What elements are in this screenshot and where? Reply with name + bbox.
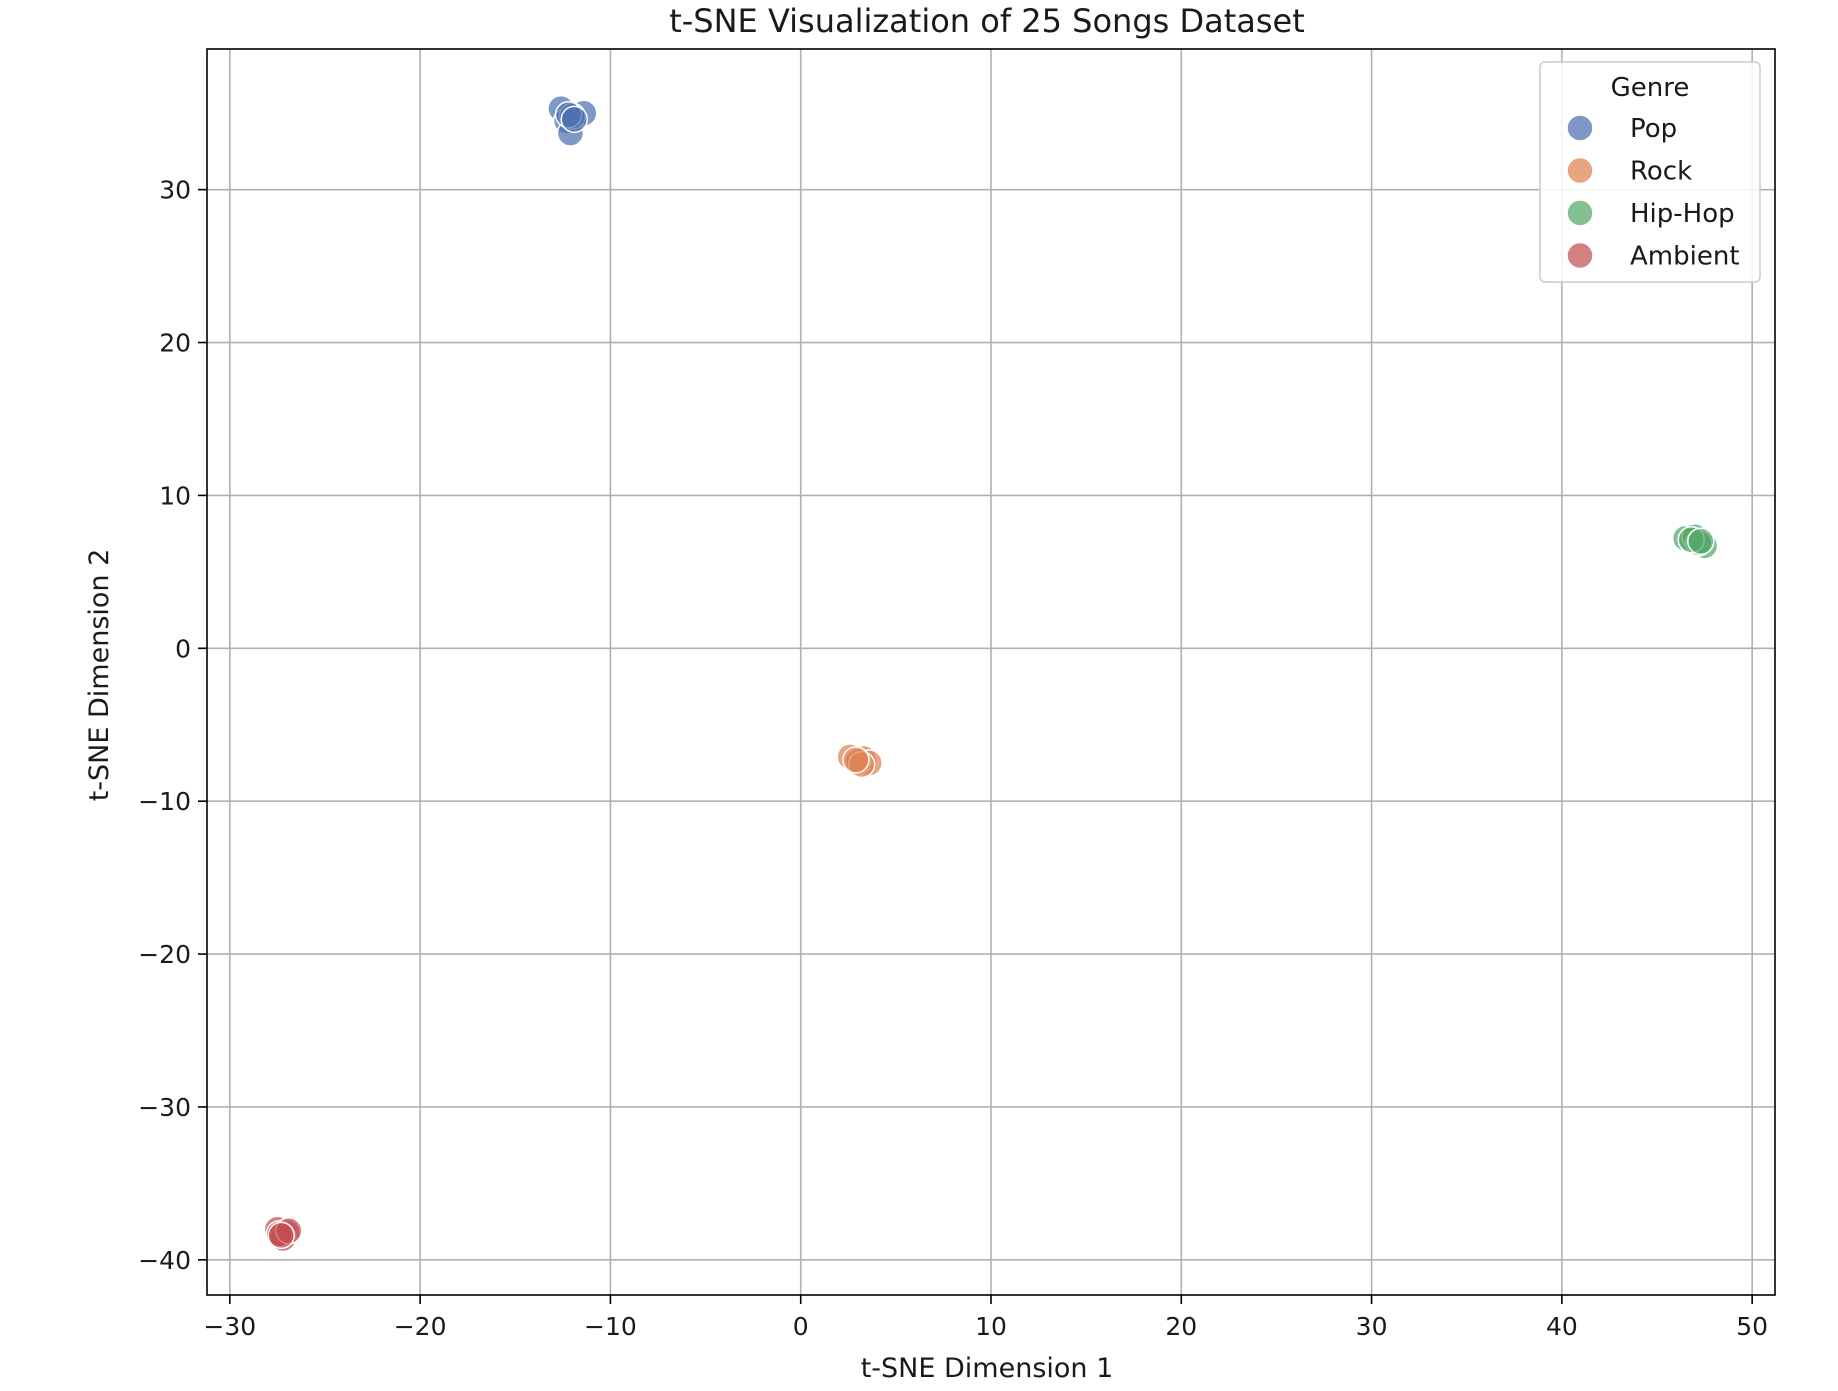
data-point-hip-hop [1687, 527, 1715, 556]
chart-title: t-SNE Visualization of 25 Songs Dataset [669, 2, 1305, 40]
legend-marker-ambient [1566, 241, 1594, 270]
legend-title: Genre [1611, 73, 1690, 103]
x-tick-label: −10 [584, 1312, 637, 1341]
legend-label-rock: Rock [1630, 157, 1692, 187]
y-tick-label: −20 [138, 940, 191, 969]
legend-marker-pop [1566, 114, 1594, 142]
y-tick-label: −40 [138, 1246, 191, 1275]
x-tick-label: 30 [1356, 1312, 1388, 1341]
legend: Genre Pop Rock Hip-Hop Ambient [1539, 61, 1761, 283]
legend-label-ambient: Ambient [1630, 242, 1740, 272]
legend-marker-rock [1566, 156, 1594, 185]
data-points [263, 94, 1719, 1253]
y-tick-label: 20 [159, 329, 191, 358]
axis-ticks: −30 −20 −10 0 10 20 30 40 50 −40 −30 −20 −10 0 10 20 30 [138, 176, 1768, 1341]
y-tick-label: −10 [138, 787, 191, 816]
data-point-pop [560, 105, 589, 134]
legend-items: Pop Rock Hip-Hop Ambient [1566, 114, 1740, 272]
y-tick-label: −30 [138, 1093, 191, 1122]
legend-frame [1539, 61, 1761, 283]
x-tick-label: 10 [975, 1312, 1007, 1341]
legend-label-pop: Pop [1630, 114, 1677, 144]
x-tick-label: −30 [203, 1312, 256, 1341]
x-axis-label: t-SNE Dimension 1 [861, 1353, 1114, 1384]
legend-marker-hip-hop [1566, 199, 1594, 227]
legend-label-hip-hop: Hip-Hop [1630, 199, 1735, 229]
data-point-ambient [267, 1221, 295, 1250]
x-tick-label: 40 [1546, 1312, 1578, 1341]
x-tick-label: −20 [394, 1312, 447, 1341]
x-tick-label: 20 [1165, 1312, 1197, 1341]
x-tick-label: 50 [1736, 1312, 1768, 1341]
y-tick-label: 30 [159, 176, 191, 205]
x-tick-label: 0 [793, 1312, 809, 1341]
y-tick-label: 10 [159, 481, 191, 510]
y-axis-label: t-SNE Dimension 2 [84, 549, 115, 802]
data-point-rock [842, 746, 870, 774]
y-tick-label: 0 [175, 634, 191, 663]
